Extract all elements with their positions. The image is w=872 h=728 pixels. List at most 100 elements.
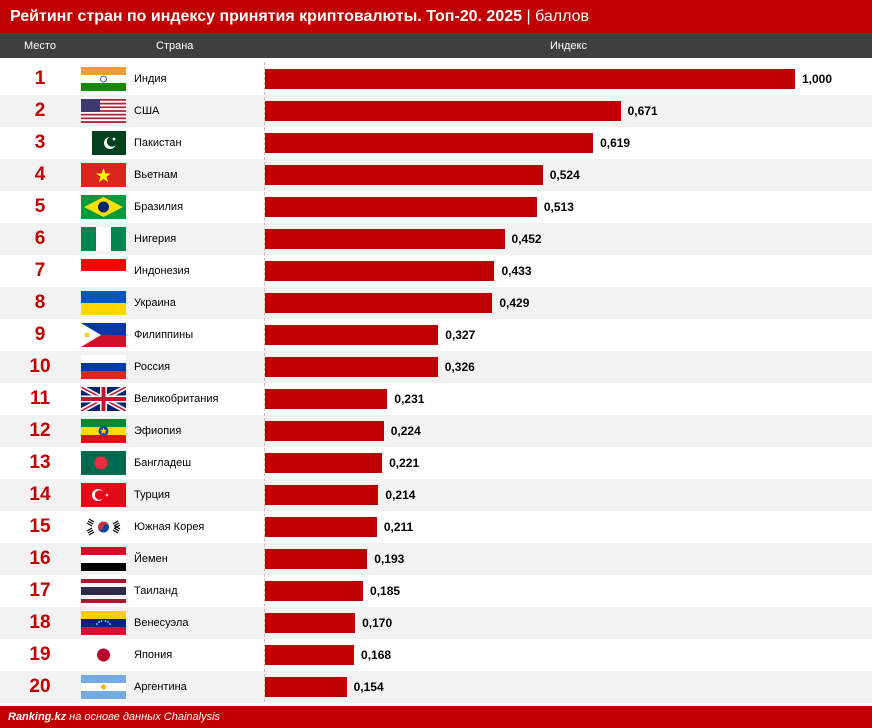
country-label: Япония — [134, 649, 173, 661]
rank-number: 4 — [34, 164, 46, 185]
bar — [265, 613, 356, 633]
data-label: 1,000 — [802, 72, 833, 86]
rank-number: 5 — [34, 196, 46, 217]
bar — [265, 485, 379, 505]
table-row: 16 Йемен 0,193 — [0, 543, 872, 575]
country-label: Таиланд — [134, 585, 178, 597]
data-label: 0,452 — [511, 232, 542, 246]
data-label: 0,224 — [390, 424, 421, 438]
country-label: США — [134, 105, 160, 117]
header-rank: Место — [24, 40, 56, 52]
table-row: 7 Индонезия 0,433 — [0, 255, 872, 287]
bar — [265, 357, 438, 377]
bar — [265, 261, 495, 281]
country-label: Венесуэла — [134, 617, 189, 629]
table-row: 12 Эфиопия 0,224 — [0, 415, 872, 447]
bar — [265, 517, 377, 537]
country-label: Йемен — [134, 553, 168, 565]
data-label: 0,170 — [362, 616, 393, 630]
table-row: 9 Филиппины 0,327 — [0, 319, 872, 351]
rank-number: 15 — [29, 516, 51, 537]
country-label: Эфиопия — [134, 425, 182, 437]
turkey-flag — [81, 483, 126, 507]
title-text: Рейтинг стран по индексу принятия крипто… — [10, 8, 523, 25]
rank-number: 6 — [34, 228, 46, 249]
bar — [265, 165, 543, 185]
bar — [265, 549, 368, 569]
country-label: Бангладеш — [134, 457, 192, 469]
country-label: Индонезия — [134, 265, 190, 277]
data-label: 0,671 — [627, 104, 658, 118]
data-label: 0,193 — [374, 552, 405, 566]
data-label: 0,524 — [549, 168, 580, 182]
country-label: Нигерия — [134, 233, 177, 245]
header-index: Индекс — [550, 40, 587, 52]
table-row: 20 Аргентина 0,154 — [0, 671, 872, 703]
data-label: 0,513 — [543, 200, 574, 214]
chart-title: Рейтинг стран по индексу принятия крипто… — [0, 0, 872, 34]
bar — [265, 69, 795, 89]
table-row: 6 Нигерия 0,452 — [0, 223, 872, 255]
table-row: 8 Украина 0,429 — [0, 287, 872, 319]
nigeria-flag — [81, 227, 126, 251]
indonesia-flag — [81, 259, 126, 283]
country-label: Южная Корея — [134, 521, 205, 533]
rank-number: 12 — [29, 420, 51, 441]
data-label: 0,433 — [501, 264, 532, 278]
country-label: Украина — [134, 297, 176, 309]
country-label: Филиппины — [134, 329, 194, 341]
footer-brand: Ranking.kz — [8, 711, 67, 723]
data-label: 0,185 — [370, 584, 401, 598]
country-label: Великобритания — [134, 393, 219, 405]
rank-number: 14 — [29, 484, 51, 505]
uk-flag — [81, 387, 126, 411]
rank-number: 13 — [29, 452, 51, 473]
table-row: 19 Япония 0,168 — [0, 639, 872, 671]
data-label: 0,231 — [394, 392, 425, 406]
country-label: Бразилия — [134, 201, 184, 213]
vietnam-flag — [81, 163, 126, 187]
data-label: 0,429 — [499, 296, 530, 310]
bar — [265, 677, 347, 697]
table-row: 2 США 0,671 — [0, 95, 872, 127]
yemen-flag — [81, 547, 126, 571]
country-label: Россия — [134, 361, 171, 373]
table-row: 10 Россия 0,326 — [0, 351, 872, 383]
table-row: 13 Бангладеш 0,221 — [0, 447, 872, 479]
bar — [265, 325, 439, 345]
japan-flag — [81, 643, 126, 667]
rank-number: 9 — [34, 324, 46, 345]
rank-number: 3 — [34, 132, 46, 153]
argentina-flag — [81, 675, 126, 699]
bar — [265, 421, 384, 441]
rank-number: 20 — [29, 676, 51, 697]
data-label: 0,154 — [353, 680, 384, 694]
data-label: 0,326 — [444, 360, 475, 374]
bar — [265, 101, 621, 121]
ethiopia-flag — [81, 419, 126, 443]
brazil-flag — [81, 195, 126, 219]
rank-number: 18 — [29, 612, 51, 633]
rank-number: 8 — [34, 292, 46, 313]
table-row: 11 Великобритания 0,231 — [0, 383, 872, 415]
footer-source: на основе данных Chainalysis — [69, 711, 221, 723]
table-row: 17 Таиланд 0,185 — [0, 575, 872, 607]
bar — [265, 197, 537, 217]
ukraine-flag — [81, 291, 126, 315]
bar-axis-line — [264, 62, 265, 702]
data-label: 0,214 — [385, 488, 416, 502]
country-label: Пакистан — [134, 137, 182, 149]
table-row: 18 Венесуэла 0,170 — [0, 607, 872, 639]
india-flag — [81, 67, 126, 91]
footer: Ranking.kz на основе данных Chainalysis — [0, 706, 872, 728]
data-label: 0,327 — [445, 328, 476, 342]
bar — [265, 293, 493, 313]
bar — [265, 581, 364, 601]
rank-number: 19 — [29, 644, 51, 665]
rank-number: 7 — [34, 260, 46, 281]
philippines-flag — [81, 323, 126, 347]
country-label: Аргентина — [134, 681, 187, 693]
bar — [265, 389, 388, 409]
country-label: Индия — [134, 73, 167, 85]
table-row: 4 Вьетнам 0,524 — [0, 159, 872, 191]
